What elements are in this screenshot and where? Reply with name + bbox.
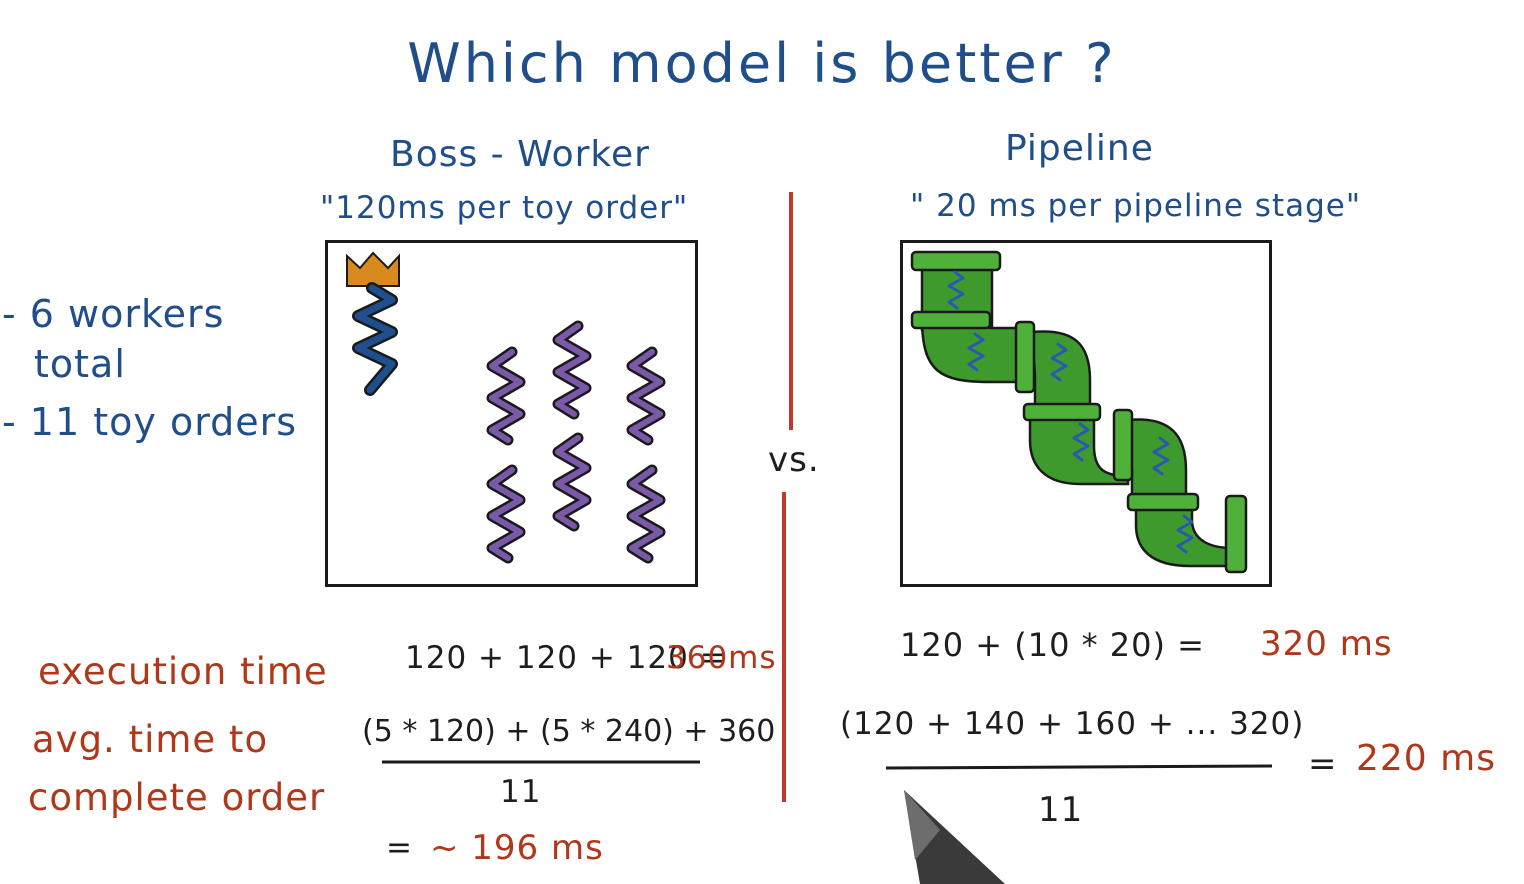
execution-time-label: execution time (38, 650, 328, 693)
pipeline-quote: " 20 ms per pipeline stage" (910, 188, 1362, 224)
worker-thread-icon (486, 464, 526, 564)
pipeline-exec-result: 320 ms (1260, 624, 1393, 664)
avg-time-label: avg. time to (32, 718, 269, 761)
pipe-segment-icon (1152, 436, 1170, 476)
pipe-segment-icon (1050, 342, 1068, 382)
pipeline-avg-denominator: 11 (1038, 790, 1084, 830)
pipeline-avg-result: 220 ms (1356, 738, 1496, 779)
pipe-segment-icon (947, 270, 965, 310)
workers-count-note: - 6 workers (2, 292, 225, 336)
pipe-segment-icon (1072, 422, 1090, 462)
pipeline-heading: Pipeline (1005, 128, 1154, 169)
pipe-segment-icon (967, 332, 985, 372)
worker-thread-icon (626, 464, 666, 564)
crown-icon (346, 251, 400, 287)
page-title: Which model is better ? (407, 32, 1117, 95)
boss-worker-quote: "120ms per toy order" (320, 190, 689, 226)
worker-thread-icon (626, 346, 666, 446)
pipe-segment-icon (1176, 514, 1194, 554)
boss-exec-formula: 120 + 120 + 120 = (405, 640, 727, 676)
boss-avg-result: ~ 196 ms (430, 828, 604, 868)
pipeline-drawing (910, 250, 1248, 574)
pipeline-exec-formula: 120 + (10 * 20) = (900, 626, 1205, 664)
worker-thread-icon (486, 346, 526, 446)
complete-order-label: complete order (28, 776, 326, 819)
toy-orders-note: - 11 toy orders (2, 400, 298, 444)
worker-thread-icon (552, 432, 592, 532)
pipeline-fraction-bar (885, 764, 1273, 770)
worker-thread-icon (552, 320, 592, 420)
pipeline-avg-equals: = (1308, 744, 1338, 784)
pen-icon (904, 790, 1005, 884)
boss-avg-numerator: (5 * 120) + (5 * 240) + 360 (362, 714, 776, 749)
workers-total-note: total (34, 342, 126, 386)
boss-avg-denominator: 11 (500, 774, 542, 810)
boss-avg-equals: = (386, 830, 413, 866)
boss-worker-heading: Boss - Worker (390, 134, 650, 175)
boss-thread-icon (352, 282, 398, 396)
versus-label: vs. (768, 440, 820, 480)
boss-exec-result: 360ms (666, 640, 777, 676)
pipeline-avg-numerator: (120 + 140 + 160 + ... 320) (840, 706, 1305, 742)
